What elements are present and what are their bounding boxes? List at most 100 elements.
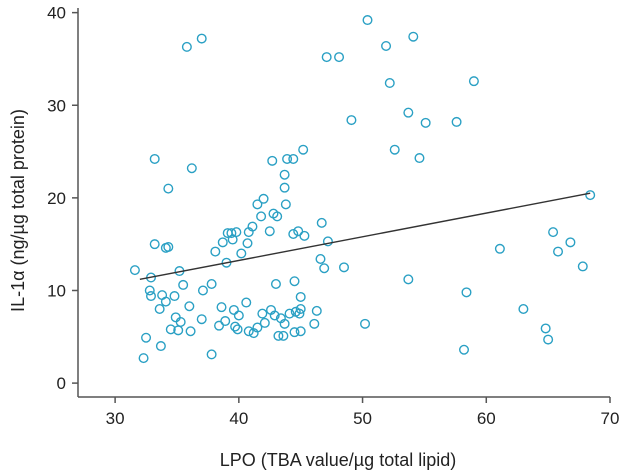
- data-point: [184, 301, 195, 312]
- data-point: [319, 263, 330, 274]
- data-point: [269, 310, 280, 321]
- data-point: [231, 227, 242, 238]
- data-point: [217, 237, 228, 248]
- data-point: [548, 227, 559, 238]
- x-axis-title: LPO (TBA value/µg total lipid): [220, 450, 456, 470]
- data-point: [384, 78, 395, 89]
- data-point: [420, 117, 431, 128]
- data-point: [298, 144, 309, 155]
- trend-line: [139, 192, 591, 281]
- data-point: [220, 316, 231, 327]
- data-point: [289, 276, 300, 287]
- data-point: [451, 116, 462, 127]
- x-tick-label: 60: [477, 409, 496, 428]
- data-point: [196, 314, 207, 325]
- data-point: [169, 291, 180, 302]
- data-point: [322, 236, 333, 247]
- data-point: [197, 285, 208, 296]
- data-point: [252, 199, 263, 210]
- data-point: [226, 228, 237, 239]
- data-point: [553, 246, 564, 257]
- data-point: [565, 237, 576, 248]
- data-point: [170, 312, 181, 323]
- x-tick-label: 30: [106, 409, 125, 428]
- data-point: [284, 308, 295, 319]
- data-point: [267, 155, 278, 166]
- data-point: [294, 308, 305, 319]
- data-point: [278, 330, 289, 341]
- data-point: [178, 279, 189, 290]
- data-point: [210, 246, 221, 257]
- data-point: [214, 320, 225, 331]
- data-point: [468, 76, 479, 87]
- data-point: [228, 304, 239, 315]
- data-point: [280, 199, 291, 210]
- data-point: [389, 144, 400, 155]
- data-point: [585, 190, 596, 201]
- data-point: [295, 326, 306, 337]
- y-axis-title: IL-1α (ng/µg total protein): [8, 109, 28, 312]
- data-point: [295, 291, 306, 302]
- y-tick-label: 10: [47, 281, 66, 300]
- data-point: [346, 115, 357, 126]
- data-point: [543, 334, 554, 345]
- data-point: [381, 40, 392, 51]
- data-point: [157, 290, 168, 301]
- data-point: [403, 274, 414, 285]
- data-point: [273, 330, 284, 341]
- data-point: [279, 182, 290, 193]
- data-point: [461, 287, 472, 298]
- data-point: [160, 296, 171, 307]
- data-point: [163, 183, 174, 194]
- data-point: [577, 261, 588, 272]
- data-point: [230, 321, 241, 332]
- data-point: [288, 228, 299, 239]
- data-point: [221, 257, 232, 268]
- data-point: [252, 322, 263, 333]
- y-tick-label: 0: [57, 374, 66, 393]
- data-point: [185, 326, 196, 337]
- data-point: [288, 153, 299, 164]
- data-point: [264, 226, 275, 237]
- data-point: [279, 318, 290, 329]
- data-point: [540, 323, 551, 334]
- data-point: [145, 291, 156, 302]
- data-point: [233, 310, 244, 321]
- data-point: [334, 52, 345, 63]
- data-point: [149, 153, 160, 164]
- data-point: [403, 107, 414, 118]
- data-point: [321, 52, 332, 63]
- data-point: [232, 324, 243, 335]
- data-point: [206, 349, 217, 360]
- data-point: [155, 341, 166, 352]
- y-tick-label: 40: [47, 4, 66, 23]
- data-point: [216, 302, 227, 313]
- data-point: [206, 279, 217, 290]
- data-point: [258, 193, 269, 204]
- data-point: [362, 15, 373, 26]
- data-point: [494, 243, 505, 254]
- data-point: [309, 318, 320, 329]
- y-tick-label: 30: [47, 96, 66, 115]
- data-point: [243, 326, 254, 337]
- data-point: [154, 304, 165, 315]
- data-point: [315, 253, 326, 264]
- x-tick-label: 70: [601, 409, 620, 428]
- x-tick-label: 50: [353, 409, 372, 428]
- data-point: [311, 305, 322, 316]
- data-point: [165, 324, 176, 335]
- data-point: [175, 316, 186, 327]
- data-point: [299, 230, 310, 241]
- data-point: [360, 318, 371, 329]
- data-point: [289, 327, 300, 338]
- data-point: [293, 226, 304, 237]
- data-points: [129, 15, 596, 364]
- data-point: [279, 169, 290, 180]
- data-point: [141, 332, 152, 343]
- data-point: [339, 262, 350, 273]
- data-point: [236, 248, 247, 259]
- data-point: [181, 41, 192, 52]
- data-point: [163, 241, 174, 252]
- data-point: [196, 33, 207, 44]
